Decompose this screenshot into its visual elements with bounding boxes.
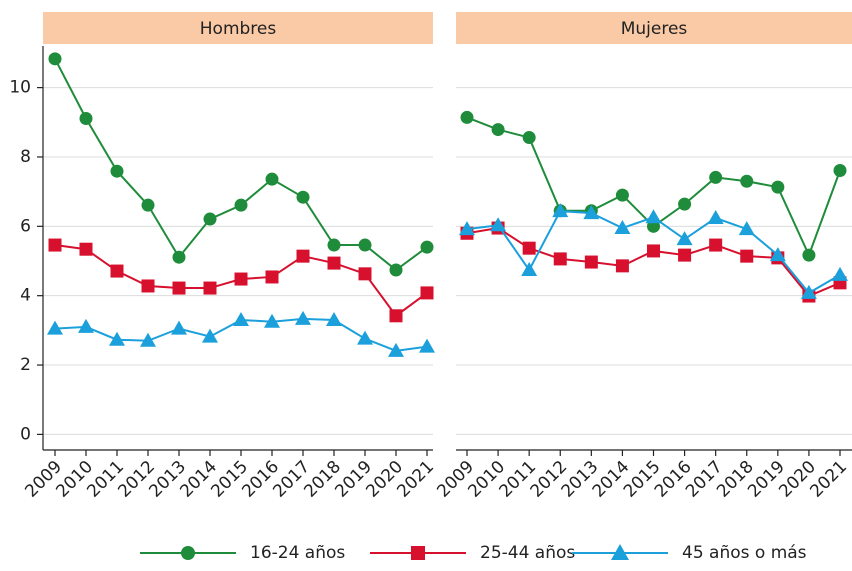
marker — [678, 197, 692, 211]
marker — [709, 238, 723, 252]
marker — [740, 174, 754, 188]
x-tick-label: 2021 — [806, 457, 851, 502]
marker — [79, 242, 93, 256]
marker — [78, 318, 94, 333]
panel-strip — [456, 12, 852, 44]
y-tick-label: 8 — [20, 147, 31, 167]
marker — [645, 209, 662, 224]
marker — [709, 170, 723, 184]
y-tick-label: 4 — [20, 286, 31, 306]
marker — [769, 247, 786, 262]
marker — [141, 279, 155, 293]
legend-label: 45 años o más — [682, 543, 807, 563]
marker — [420, 286, 434, 300]
marker — [234, 272, 248, 286]
marker — [264, 313, 280, 328]
marker — [615, 188, 629, 202]
panel-title: Mujeres — [621, 19, 688, 39]
marker — [172, 281, 186, 295]
series-line — [54, 58, 428, 272]
marker — [357, 330, 373, 345]
marker — [326, 311, 342, 326]
marker — [48, 238, 62, 252]
marker — [295, 310, 311, 325]
marker — [460, 110, 474, 124]
marker — [521, 262, 538, 277]
marker — [79, 111, 93, 125]
y-tick-label: 10 — [9, 78, 31, 98]
marker — [614, 220, 631, 235]
legend-marker — [611, 544, 629, 560]
marker — [553, 252, 567, 266]
marker — [110, 264, 124, 278]
legend-label: 25-44 años — [480, 543, 575, 563]
x-tick-label: 2021 — [393, 457, 438, 502]
marker — [419, 338, 435, 353]
marker — [738, 221, 755, 236]
marker — [48, 52, 62, 66]
marker — [388, 342, 404, 357]
marker — [552, 203, 569, 218]
marker — [327, 256, 341, 270]
marker — [389, 309, 403, 323]
panel-title: Hombres — [200, 19, 277, 39]
marker — [491, 123, 505, 137]
marker — [47, 320, 63, 335]
marker — [141, 198, 155, 212]
marker — [327, 238, 341, 252]
marker — [771, 180, 785, 194]
legend-label: 16-24 años — [250, 543, 345, 563]
marker — [358, 267, 372, 281]
marker — [202, 328, 218, 343]
marker — [490, 217, 507, 232]
marker — [833, 163, 847, 177]
marker — [234, 198, 248, 212]
marker — [707, 210, 724, 225]
marker — [233, 311, 249, 326]
y-tick-label: 2 — [20, 355, 31, 375]
marker — [676, 231, 693, 246]
marker — [459, 221, 475, 236]
marker — [265, 270, 279, 284]
marker — [203, 281, 217, 295]
marker — [265, 172, 279, 186]
marker — [172, 250, 186, 264]
marker — [296, 249, 310, 263]
marker — [740, 249, 754, 263]
legend-marker — [411, 546, 425, 560]
marker — [296, 190, 310, 204]
marker — [420, 240, 434, 254]
marker — [358, 238, 372, 252]
y-tick-label: 6 — [20, 216, 31, 236]
marker — [583, 205, 600, 220]
marker — [522, 131, 536, 145]
y-tick-label: 0 — [20, 424, 31, 444]
marker — [802, 248, 816, 262]
marker — [800, 284, 817, 299]
marker — [203, 212, 217, 226]
legend-marker — [181, 546, 195, 560]
marker — [109, 331, 125, 346]
marker — [522, 241, 536, 255]
marker — [678, 248, 692, 262]
marker — [389, 263, 403, 277]
marker — [647, 244, 660, 258]
marker — [832, 266, 848, 281]
marker — [110, 164, 124, 178]
marker — [584, 255, 598, 269]
marker — [140, 332, 156, 347]
marker — [615, 259, 629, 273]
marker — [171, 320, 187, 335]
panel-strip — [43, 12, 433, 44]
